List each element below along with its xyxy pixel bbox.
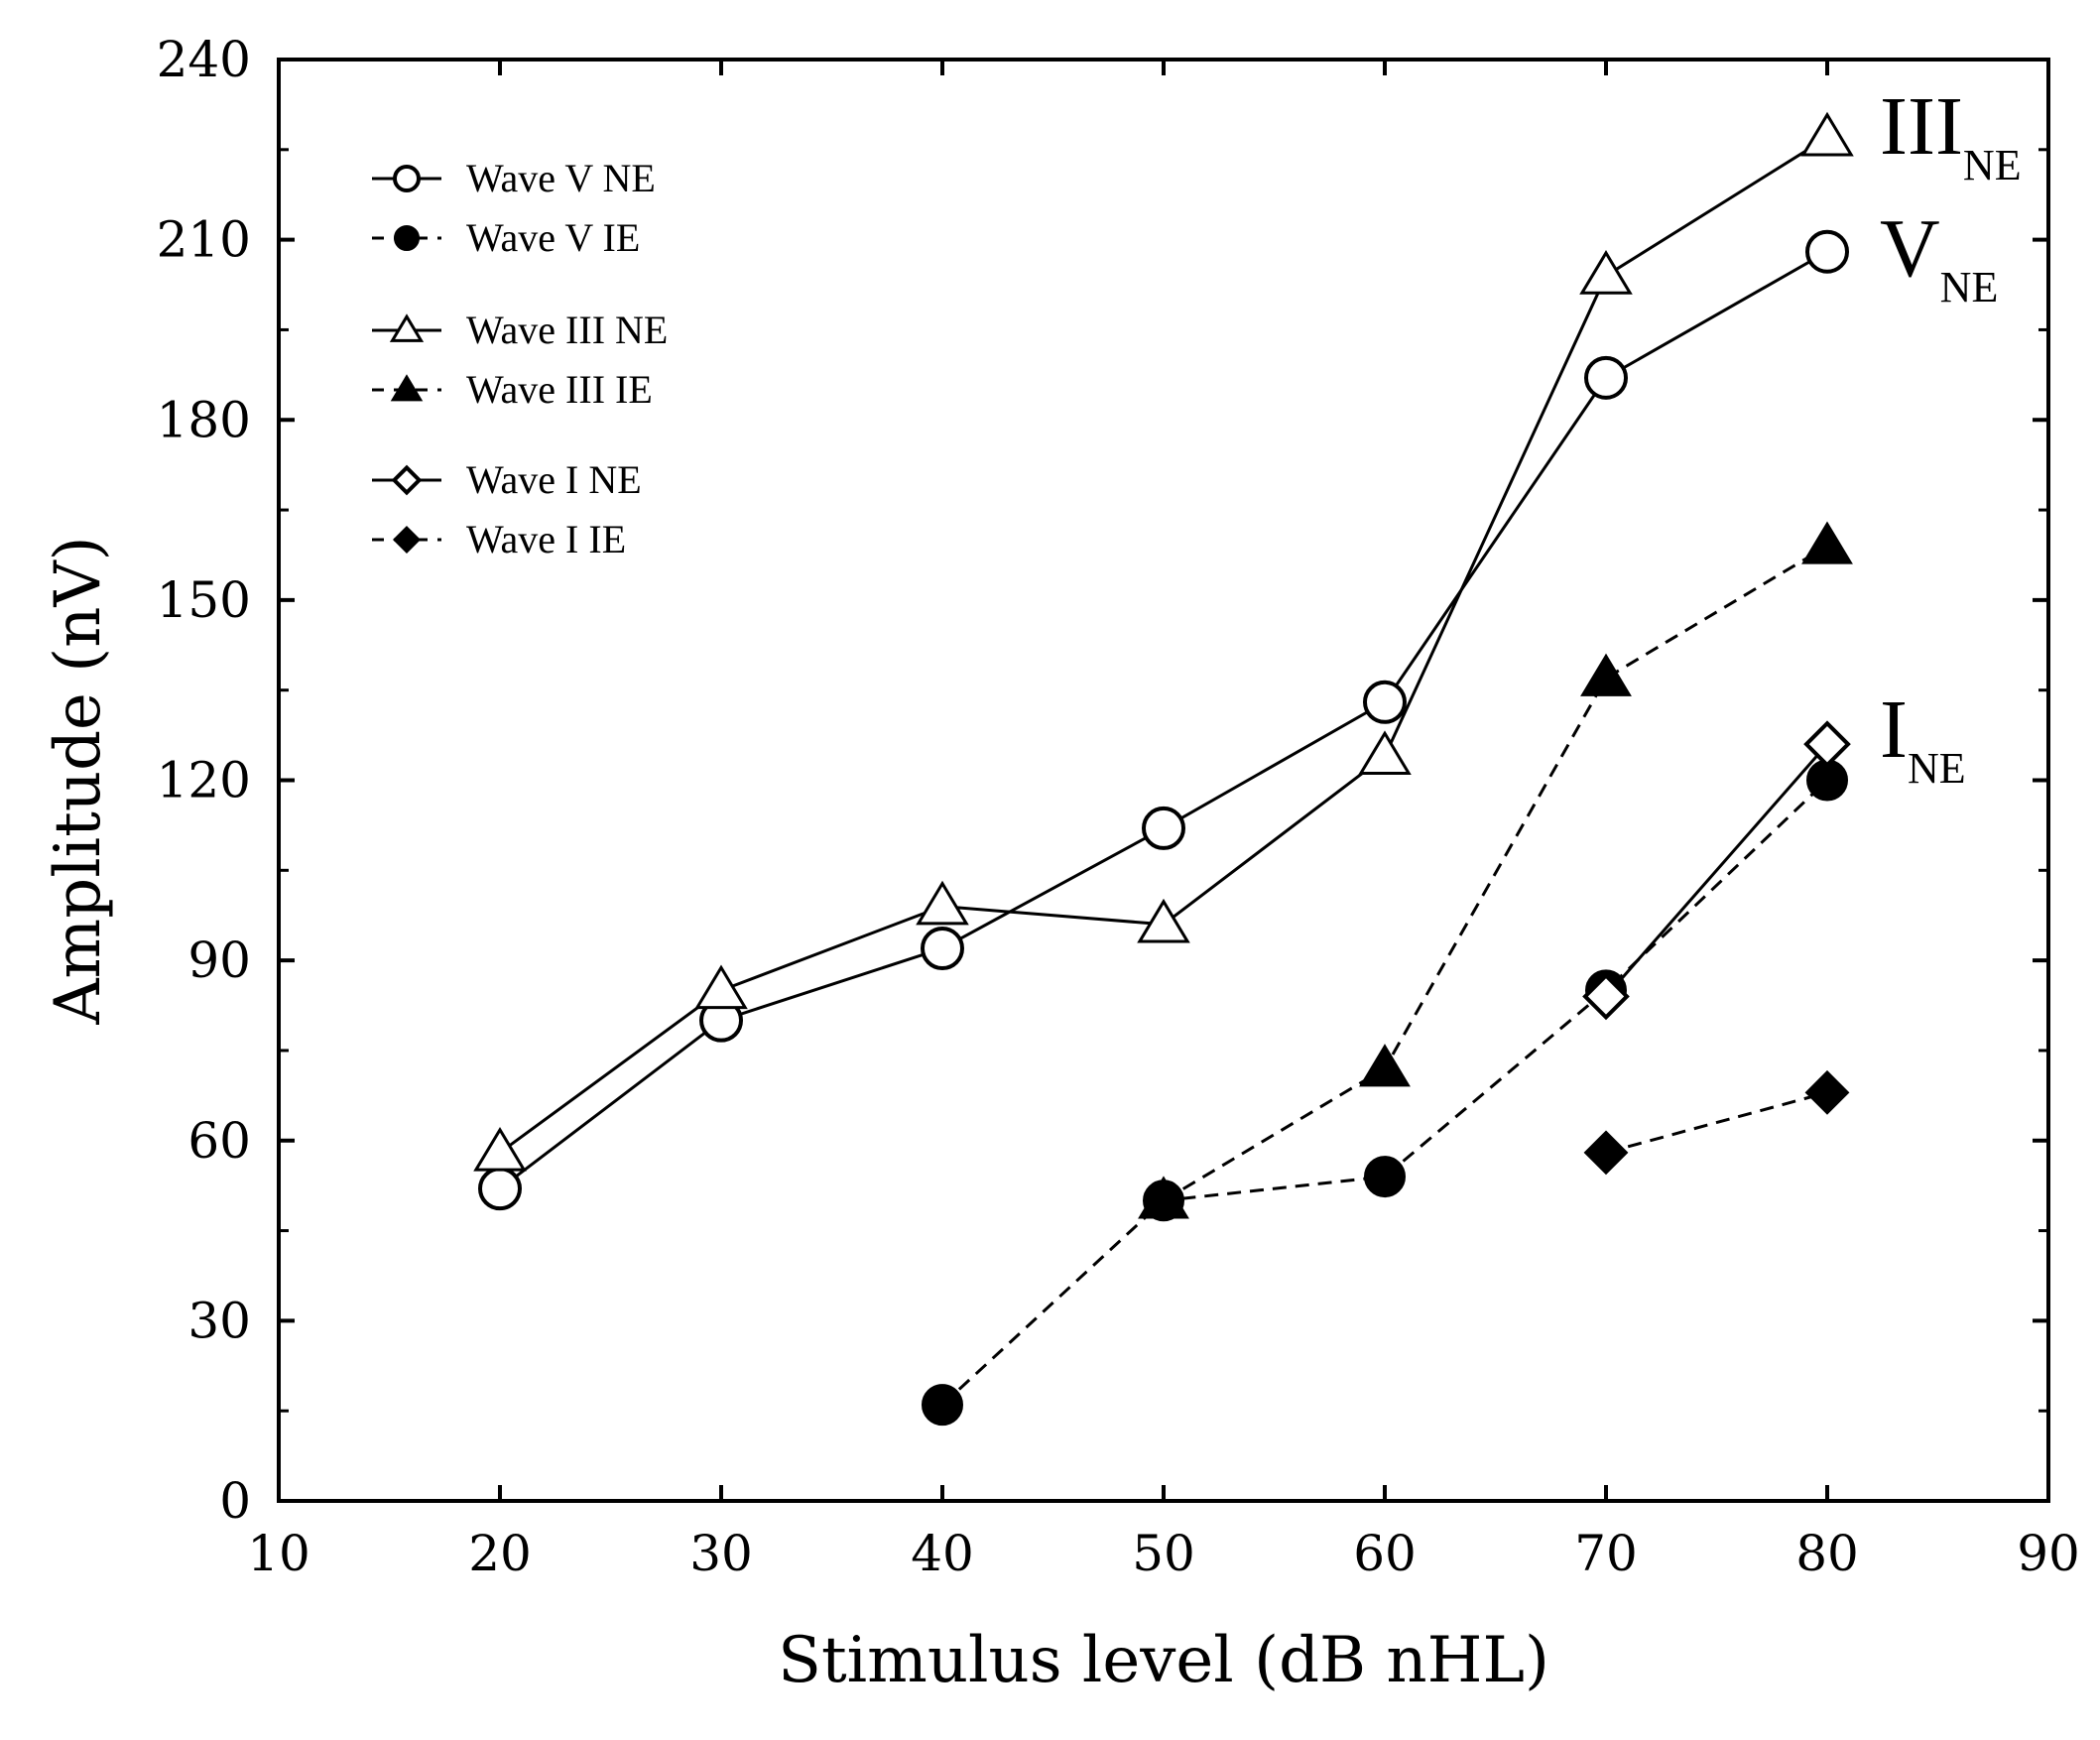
series-line-3 (1163, 545, 1828, 1202)
legend-label: Wave I IE (466, 517, 626, 561)
legend-label: Wave III IE (466, 367, 653, 412)
x-tick-label: 80 (1795, 1525, 1859, 1582)
series-line-5 (1605, 1090, 1828, 1155)
data-point-series-1 (1364, 1156, 1406, 1198)
x-tick-label: 50 (1132, 1525, 1195, 1582)
data-point-series-2 (473, 1126, 527, 1172)
data-point-series-2 (694, 964, 748, 1010)
x-axis-title: Stimulus level (dB nHL) (778, 1624, 1549, 1697)
data-point-series-5 (1804, 1069, 1850, 1115)
data-point-series-4 (1803, 720, 1851, 769)
data-point-series-2 (916, 880, 969, 926)
y-tick-label: 210 (157, 211, 251, 269)
data-point-series-2 (1358, 730, 1412, 776)
legend-marker-5 (392, 525, 422, 555)
y-axis-title: Amplitude (nV) (42, 536, 115, 1025)
legend-marker-2 (389, 313, 425, 342)
y-tick-label: 60 (187, 1112, 251, 1170)
x-tick-label: 90 (2017, 1525, 2080, 1582)
y-tick-label: 120 (157, 752, 251, 809)
x-tick-label: 20 (468, 1525, 532, 1582)
y-tick-label: 0 (219, 1472, 251, 1530)
legend-marker-3 (390, 374, 424, 402)
x-tick-label: 30 (689, 1525, 753, 1582)
y-tick-label: 240 (157, 31, 251, 88)
data-point-series-5 (1583, 1130, 1629, 1176)
end-label-main: V (1880, 202, 1940, 295)
y-tick-label: 30 (187, 1292, 251, 1349)
data-point-series-3 (1359, 1044, 1411, 1087)
y-tick-label: 150 (157, 571, 251, 629)
data-point-series-2 (1579, 250, 1633, 295)
data-point-series-4 (1582, 972, 1630, 1021)
data-point-series-0 (1363, 680, 1407, 724)
data-point-series-0 (1142, 806, 1185, 850)
legend-label: Wave I NE (466, 457, 642, 502)
legend-label: Wave V NE (466, 156, 656, 200)
series-line-0 (499, 250, 1828, 1190)
data-point-series-3 (1801, 521, 1853, 564)
data-point-series-0 (921, 927, 964, 971)
data-point-series-2 (1800, 111, 1854, 157)
end-label-sub: NE (1940, 263, 1999, 311)
legend-marker-1 (394, 225, 420, 251)
x-tick-label: 40 (911, 1525, 974, 1582)
y-tick-label: 180 (157, 391, 251, 448)
data-point-series-0 (478, 1167, 522, 1211)
x-tick-label: 70 (1574, 1525, 1638, 1582)
legend-label: Wave III NE (466, 308, 668, 352)
series-line-1 (940, 779, 1829, 1407)
end-label-sub: NE (1908, 744, 1966, 793)
data-point-series-0 (1805, 229, 1849, 274)
data-point-series-0 (1584, 355, 1628, 400)
end-label-sub: NE (1963, 141, 2022, 189)
y-tick-label: 90 (187, 932, 251, 989)
legend-marker-4 (391, 464, 423, 496)
x-tick-label: 60 (1353, 1525, 1417, 1582)
x-tick-label: 10 (247, 1525, 310, 1582)
data-point-series-3 (1580, 653, 1632, 696)
legend-label: Wave V IE (466, 215, 640, 260)
data-point-series-2 (1137, 898, 1190, 943)
data-point-series-1 (922, 1384, 963, 1427)
series-line-4 (1604, 743, 1829, 998)
end-label-main: I (1880, 684, 1908, 776)
legend-marker-0 (393, 165, 421, 192)
data-point-series-3 (1138, 1176, 1189, 1219)
end-label-main: III (1880, 80, 1963, 173)
